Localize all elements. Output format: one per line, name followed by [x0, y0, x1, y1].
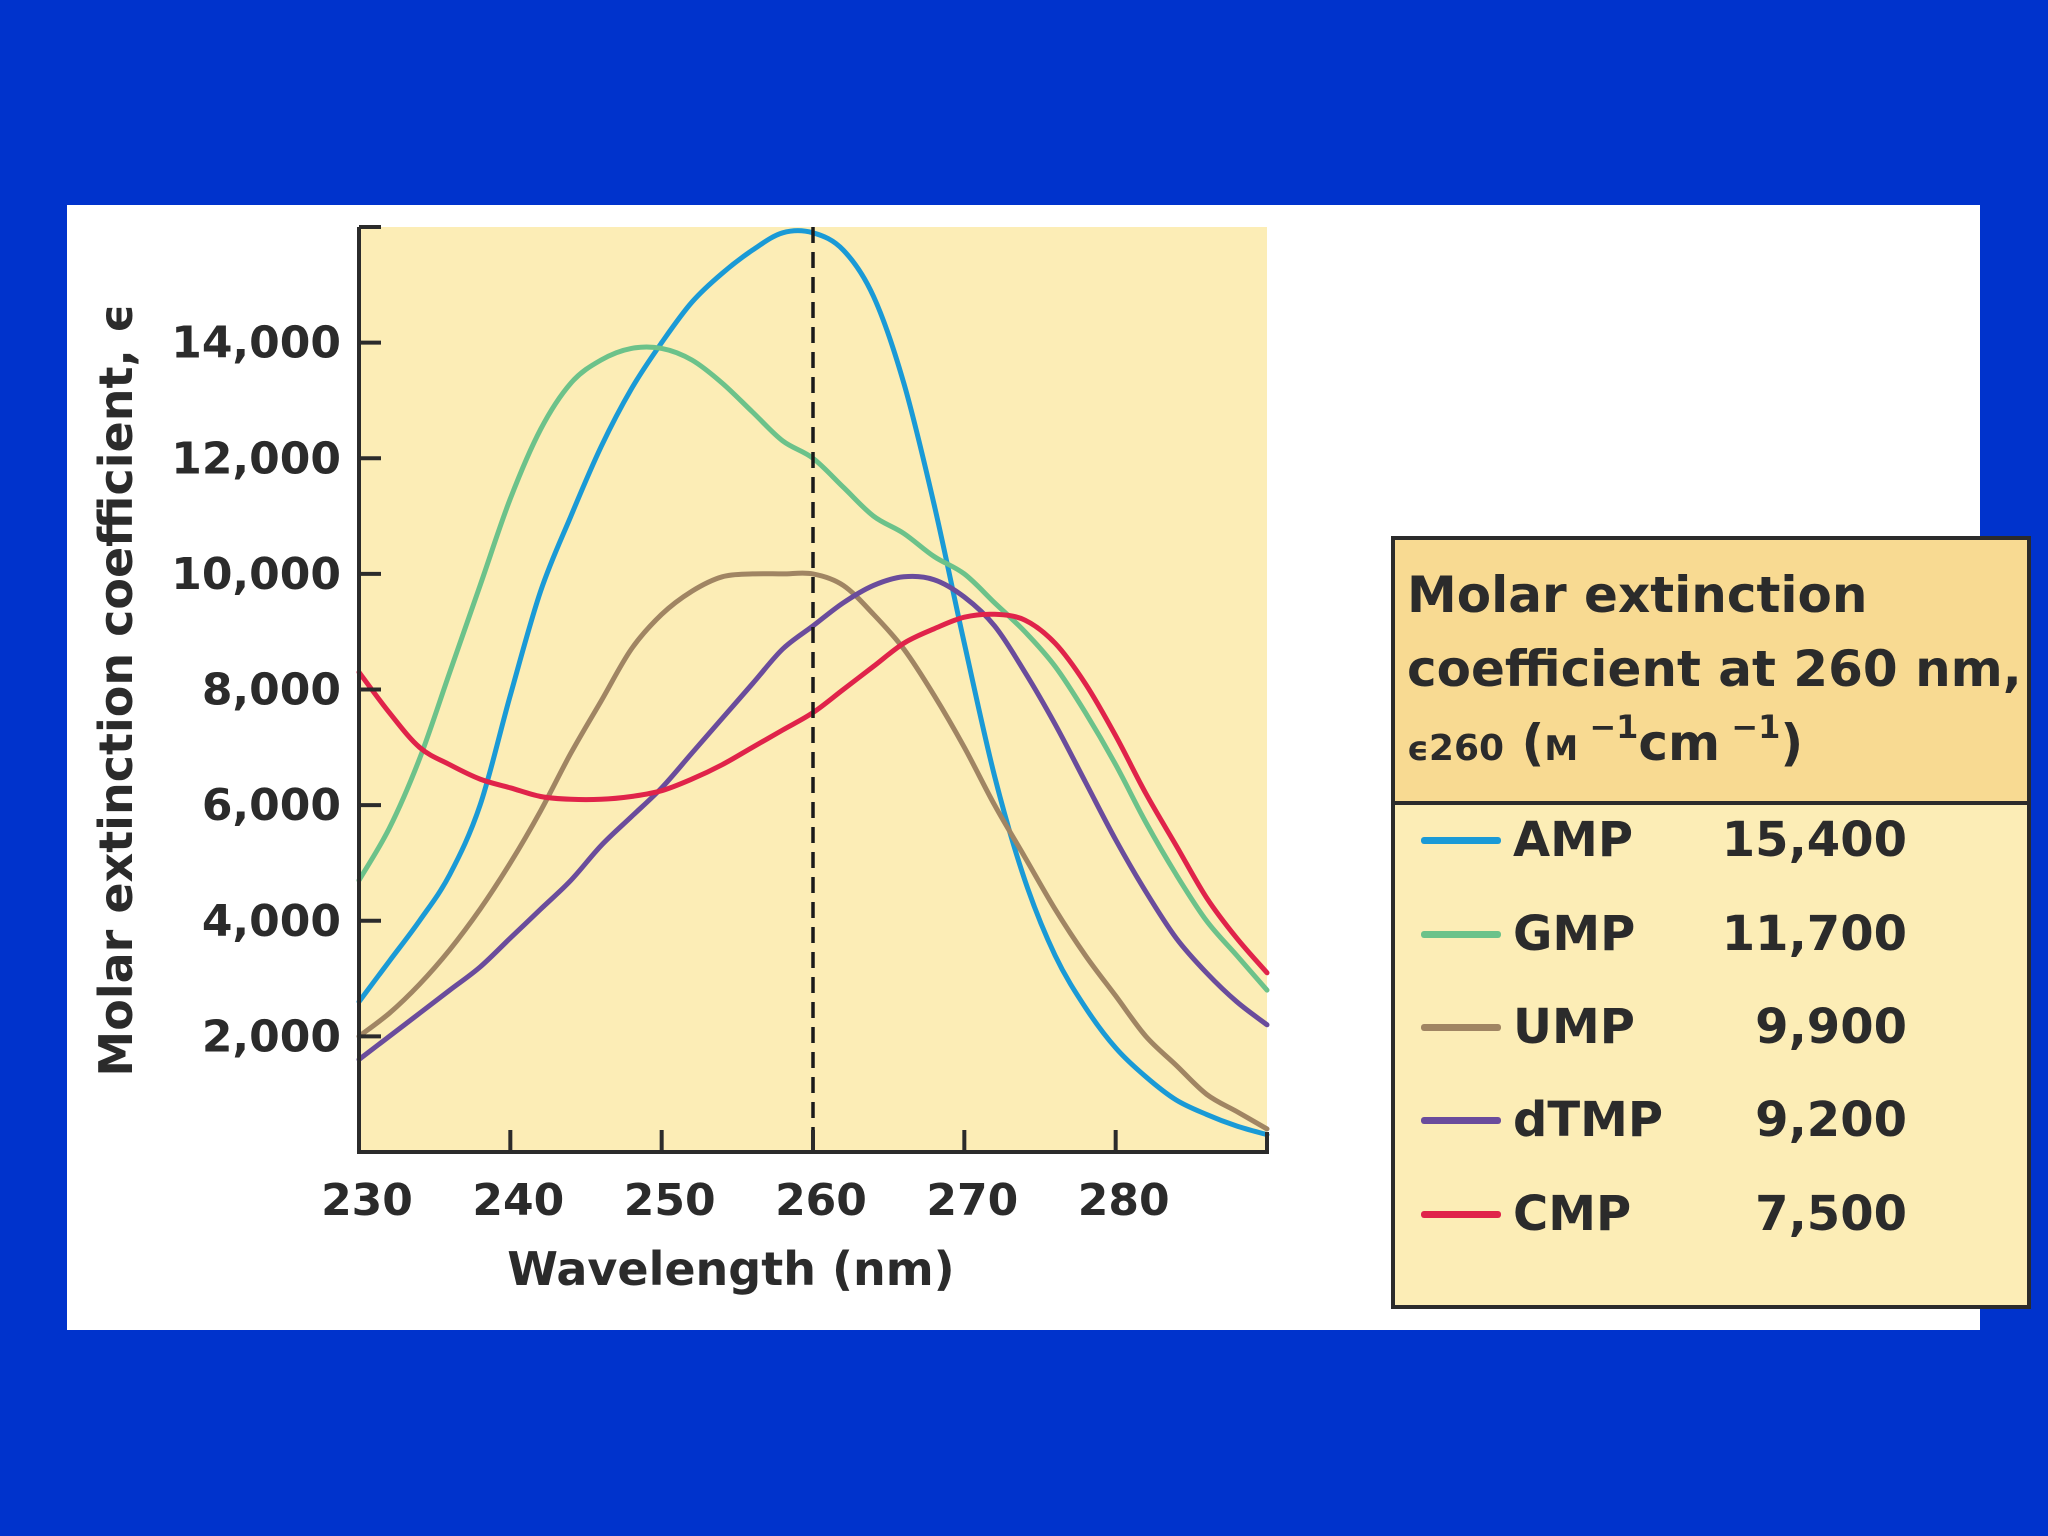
legend-name-cmp: CMP — [1513, 1186, 1632, 1242]
series-line-dtmp — [356, 573, 1270, 1062]
y-tick-label: 4,000 — [202, 896, 341, 947]
unit-exponent-2: −1 — [1720, 708, 1781, 746]
legend-box: Molar extinction coefficient at 260 nm, … — [1391, 536, 2031, 1309]
y-tick-label: 2,000 — [202, 1011, 341, 1062]
legend-row-ump: UMP 9,900 — [1395, 992, 2027, 1062]
legend-title-line3: ϵ260 (M −1cm −1) — [1407, 706, 2027, 786]
legend-swatch-ump — [1421, 1024, 1501, 1031]
legend-title-line1: Molar extinction — [1407, 566, 1868, 624]
x-tick-label: 250 — [624, 1175, 716, 1226]
legend-swatch-gmp — [1421, 931, 1501, 938]
legend-row-dtmp: dTMP 9,200 — [1395, 1085, 2027, 1155]
unit-open: ( — [1504, 714, 1545, 772]
legend-name-gmp: GMP — [1513, 906, 1636, 962]
legend-value-gmp: 11,700 — [1721, 906, 1907, 962]
unit-exponent-1: −1 — [1578, 708, 1639, 746]
legend-name-dtmp: dTMP — [1513, 1092, 1664, 1148]
legend-swatch-dtmp — [1421, 1117, 1501, 1124]
legend-swatch-amp — [1421, 837, 1501, 844]
x-tick-label: 270 — [926, 1175, 1018, 1226]
x-tick-label: 230 — [321, 1175, 413, 1226]
unit-cm: cm — [1638, 714, 1721, 772]
epsilon-symbol: ϵ — [1407, 729, 1429, 769]
unit-close: ) — [1780, 714, 1804, 772]
y-tick-label: 10,000 — [171, 549, 341, 600]
extinction-chart: 2,000 4,000 6,000 8,000 10,000 12,000 14,000 23… — [89, 225, 1270, 1296]
series-line-amp — [356, 228, 1270, 1138]
legend-value-amp: 15,400 — [1721, 812, 1907, 868]
series-line-ump — [356, 570, 1270, 1132]
series-line-gmp — [356, 344, 1270, 993]
legend-title-line2: coefficient at 260 nm, — [1407, 640, 2022, 698]
epsilon-subscript: 260 — [1428, 728, 1505, 769]
legend-row-cmp: CMP 7,500 — [1395, 1179, 2027, 1249]
legend-name-ump: UMP — [1513, 999, 1635, 1055]
legend-row-gmp: GMP 11,700 — [1395, 899, 2027, 969]
series-layer — [356, 228, 1270, 1138]
y-axis-title: Molar extinction coefficient, ϵ — [89, 303, 143, 1076]
y-tick-label: 14,000 — [171, 318, 341, 369]
y-tick-label: 6,000 — [202, 780, 341, 831]
x-tick-label: 280 — [1078, 1175, 1170, 1226]
legend-name-amp: AMP — [1513, 812, 1634, 868]
y-tick-label: 8,000 — [202, 665, 341, 716]
legend-value-ump: 9,900 — [1755, 999, 1907, 1055]
legend-row-amp: AMP 15,400 — [1395, 805, 2027, 875]
x-axis-title: Wavelength (nm) — [507, 1242, 954, 1296]
unit-molar: M — [1544, 729, 1579, 769]
legend-swatch-cmp — [1421, 1211, 1501, 1218]
legend-value-cmp: 7,500 — [1755, 1186, 1907, 1242]
x-tick-label: 240 — [472, 1175, 564, 1226]
legend-value-dtmp: 9,200 — [1755, 1092, 1907, 1148]
x-tick-label: 260 — [775, 1175, 867, 1226]
axes-layer: 2,000 4,000 6,000 8,000 10,000 12,000 14,000 23… — [171, 225, 1269, 1226]
figure-panel: 2,000 4,000 6,000 8,000 10,000 12,000 14,000 23… — [67, 205, 2031, 1330]
legend-title: Molar extinction coefficient at 260 nm, … — [1395, 540, 2027, 805]
y-tick-label: 12,000 — [171, 433, 341, 484]
